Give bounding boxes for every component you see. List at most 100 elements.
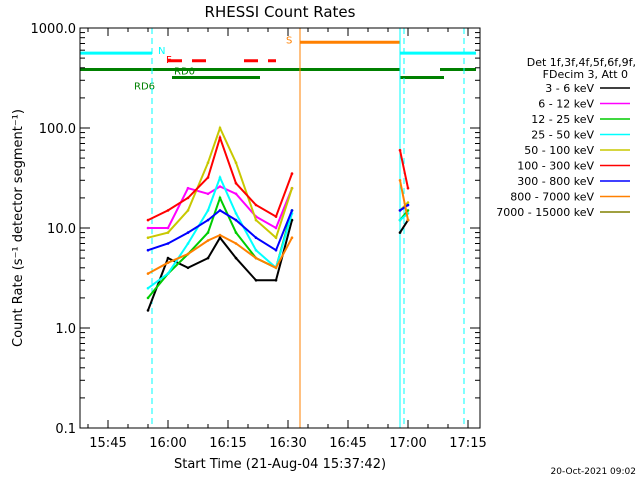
data-point bbox=[254, 236, 258, 239]
data-point bbox=[206, 256, 210, 260]
legend-label: 100 - 300 keV bbox=[517, 160, 594, 173]
data-point bbox=[186, 231, 190, 234]
series-line bbox=[399, 204, 409, 212]
data-point bbox=[234, 218, 238, 222]
legend-label: 12 - 25 keV bbox=[531, 113, 594, 126]
data-point bbox=[206, 231, 210, 234]
data-point bbox=[218, 196, 222, 200]
data-point bbox=[206, 239, 210, 242]
data-point bbox=[166, 209, 170, 212]
series-line bbox=[399, 180, 409, 221]
data-point bbox=[254, 248, 258, 252]
data-point bbox=[406, 186, 410, 190]
legend-label: 25 - 50 keV bbox=[531, 129, 594, 142]
data-point bbox=[290, 236, 294, 239]
legend-label: 300 - 800 keV bbox=[517, 175, 594, 188]
y-tick-label: 1000.0 bbox=[31, 22, 77, 37]
data-point bbox=[146, 286, 150, 290]
data-point bbox=[146, 226, 150, 230]
data-point bbox=[218, 185, 222, 188]
legend-label: 6 - 12 keV bbox=[538, 98, 594, 111]
data-point bbox=[398, 209, 402, 212]
data-point bbox=[218, 233, 222, 237]
data-point bbox=[166, 272, 170, 275]
data-point bbox=[186, 209, 190, 212]
data-point bbox=[234, 231, 238, 234]
y-tick-label: 1.0 bbox=[55, 322, 76, 337]
data-point bbox=[206, 209, 210, 212]
footer-timestamp: 20-Oct-2021 09:02 bbox=[551, 467, 636, 477]
series-line bbox=[399, 149, 409, 189]
data-point bbox=[218, 209, 222, 212]
data-point bbox=[166, 231, 170, 234]
legend-header: Det 1f,3f,4f,5f,6f,9f, bbox=[527, 56, 636, 69]
data-point bbox=[398, 231, 402, 234]
data-point bbox=[274, 236, 278, 239]
data-point bbox=[406, 201, 410, 204]
y-axis-label: Count Rate (s⁻¹ detector segment⁻¹) bbox=[11, 109, 26, 347]
x-axis-label: Start Time (21-Aug-04 15:37:42) bbox=[174, 457, 386, 472]
data-point bbox=[146, 248, 150, 252]
x-tick-label: 17:15 bbox=[449, 436, 486, 451]
data-point bbox=[254, 256, 258, 260]
data-point bbox=[146, 272, 150, 275]
data-point bbox=[254, 279, 258, 282]
y-tick-label: 100.0 bbox=[39, 122, 76, 137]
chart-title: RHESSI Count Rates bbox=[205, 3, 356, 21]
data-point bbox=[254, 203, 258, 207]
data-point bbox=[186, 196, 190, 200]
data-point bbox=[234, 182, 238, 185]
flag-label-n: N bbox=[158, 46, 165, 57]
data-point bbox=[166, 261, 170, 265]
legend-label: 3 - 6 keV bbox=[545, 82, 594, 95]
data-point bbox=[274, 266, 278, 270]
data-point bbox=[406, 203, 410, 207]
data-point bbox=[234, 212, 238, 215]
legend: Det 1f,3f,4f,5f,6f,9f,FDecim 3, Att 03 -… bbox=[496, 56, 636, 219]
data-point bbox=[274, 226, 278, 230]
flag-label-f: F bbox=[166, 55, 172, 66]
data-point bbox=[234, 161, 238, 164]
data-point bbox=[206, 218, 210, 222]
legend-label: 800 - 7000 keV bbox=[510, 191, 594, 204]
flag-label-rd0: RD0 bbox=[174, 66, 195, 77]
x-tick-label: 16:00 bbox=[149, 436, 186, 451]
data-point bbox=[186, 266, 190, 270]
data-point bbox=[206, 176, 210, 179]
x-tick-label: 16:30 bbox=[269, 436, 306, 451]
data-point bbox=[274, 248, 278, 252]
data-point bbox=[146, 296, 150, 300]
data-point bbox=[218, 236, 222, 239]
data-point bbox=[146, 309, 150, 312]
data-point bbox=[206, 161, 210, 164]
legend-header: FDecim 3, Att 0 bbox=[543, 68, 628, 81]
legend-label: 50 - 100 keV bbox=[524, 144, 594, 157]
x-tick-label: 16:15 bbox=[209, 436, 246, 451]
data-point bbox=[206, 192, 210, 196]
data-point bbox=[234, 256, 238, 260]
data-point bbox=[166, 256, 170, 260]
x-tick-label: 15:45 bbox=[89, 436, 126, 451]
data-point bbox=[406, 218, 410, 222]
legend-label: 7000 - 15000 keV bbox=[496, 206, 594, 219]
data-point bbox=[166, 242, 170, 245]
data-point bbox=[398, 148, 402, 152]
data-point bbox=[218, 126, 222, 130]
data-point bbox=[290, 172, 294, 175]
data-point bbox=[186, 242, 190, 245]
axes-layer: 15:45 16:00 16:15 16:30 16:45 17:00 17:15 0.1 1.… bbox=[31, 22, 487, 451]
data-point bbox=[166, 226, 170, 230]
data-point bbox=[290, 209, 294, 212]
series-line bbox=[399, 219, 409, 234]
data-point bbox=[186, 252, 190, 256]
data-point bbox=[146, 218, 150, 222]
data-point bbox=[218, 176, 222, 179]
data-point bbox=[146, 236, 150, 239]
data-point bbox=[218, 136, 222, 139]
data-point bbox=[290, 186, 294, 190]
data-point bbox=[234, 242, 238, 245]
y-tick-label: 0.1 bbox=[55, 422, 76, 437]
